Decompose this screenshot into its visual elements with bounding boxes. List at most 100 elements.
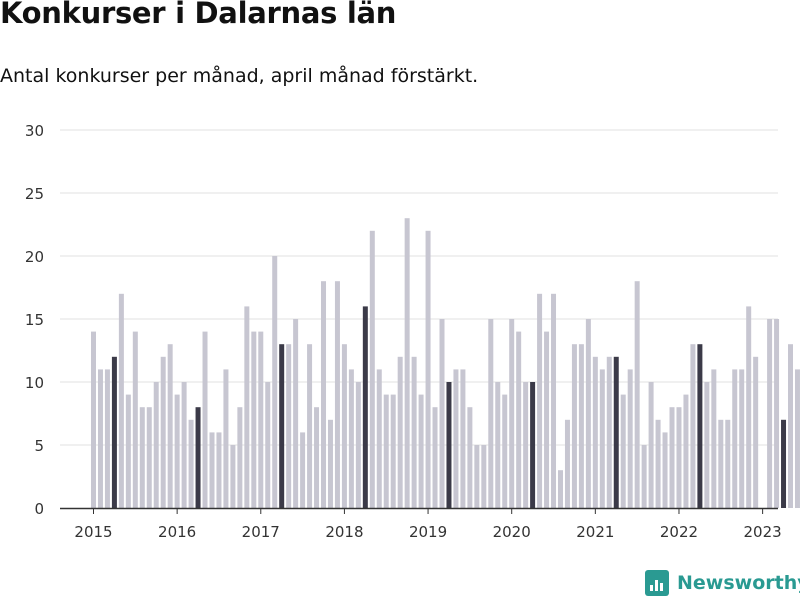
bar <box>355 382 361 508</box>
bar <box>739 369 745 508</box>
bar <box>620 394 626 508</box>
bar <box>439 319 445 508</box>
bar <box>530 382 536 508</box>
bar <box>509 319 515 508</box>
y-tick-label: 0 <box>34 500 44 518</box>
bar <box>307 344 313 508</box>
bar <box>181 382 187 508</box>
bar <box>397 356 403 508</box>
bar <box>132 331 138 508</box>
bar <box>753 356 759 508</box>
bar <box>641 445 647 508</box>
bar <box>383 394 389 508</box>
bar <box>502 394 508 508</box>
bar <box>153 382 159 508</box>
bar <box>655 419 661 508</box>
bar <box>467 407 473 508</box>
bar <box>418 394 424 508</box>
bar <box>300 432 306 508</box>
bar <box>592 356 598 508</box>
bar <box>564 419 570 508</box>
bar <box>321 281 327 508</box>
bar <box>781 419 787 508</box>
bar <box>767 319 773 508</box>
bar <box>683 394 689 508</box>
bar <box>432 407 438 508</box>
bar <box>537 293 543 508</box>
bar <box>334 281 340 508</box>
y-tick-label: 5 <box>34 437 44 455</box>
bar <box>662 432 668 508</box>
bar <box>411 356 417 508</box>
bar <box>725 419 731 508</box>
x-tick-label: 2016 <box>158 523 196 541</box>
bar <box>341 344 347 508</box>
bar <box>551 293 557 508</box>
bar <box>111 356 117 508</box>
newsworthy-logo: Newsworthy <box>645 570 800 596</box>
bar <box>237 407 243 508</box>
bar <box>125 394 131 508</box>
bar <box>327 419 333 508</box>
bar <box>697 344 703 508</box>
x-tick-label: 2019 <box>409 523 447 541</box>
bar <box>279 344 285 508</box>
bar <box>774 319 780 508</box>
x-tick-label: 2015 <box>74 523 112 541</box>
chart-subtitle: Antal konkurser per månad, april månad f… <box>0 65 479 87</box>
bar <box>481 445 487 508</box>
bar <box>446 382 452 508</box>
brand-name: Newsworthy <box>677 572 800 594</box>
x-tick-label: 2023 <box>744 523 782 541</box>
bar <box>613 356 619 508</box>
bar <box>690 344 696 508</box>
bar <box>571 344 577 508</box>
bar <box>578 344 584 508</box>
bar <box>244 306 250 508</box>
y-tick-label: 30 <box>25 122 44 140</box>
bar <box>118 293 124 508</box>
bar <box>91 331 96 508</box>
bar <box>216 432 222 508</box>
bar <box>362 306 368 508</box>
bar <box>794 369 800 508</box>
bar <box>369 230 375 509</box>
y-tick-label: 20 <box>25 248 44 266</box>
bar <box>314 407 320 508</box>
y-tick-label: 25 <box>25 185 44 203</box>
bar <box>265 382 271 508</box>
bar <box>648 382 654 508</box>
bar <box>732 369 738 508</box>
bar <box>404 218 410 508</box>
bar <box>704 382 710 508</box>
x-tick-label: 2020 <box>493 523 531 541</box>
bar <box>474 445 480 508</box>
bar <box>104 369 110 508</box>
bar <box>286 344 292 508</box>
bar <box>488 319 494 508</box>
bar <box>711 369 717 508</box>
bar <box>788 344 793 508</box>
bar <box>258 331 264 508</box>
bar <box>97 369 103 508</box>
bar <box>495 382 501 508</box>
bar <box>557 470 563 508</box>
bar <box>516 331 522 508</box>
x-tick-label: 2021 <box>576 523 614 541</box>
y-tick-label: 10 <box>25 374 44 392</box>
bar <box>676 407 682 508</box>
bar <box>669 407 675 508</box>
bar <box>202 331 208 508</box>
bar <box>523 382 529 508</box>
bar <box>188 419 194 508</box>
bar <box>634 281 640 508</box>
bar <box>376 369 382 508</box>
bar <box>272 256 278 508</box>
bar <box>627 369 633 508</box>
y-tick-label: 15 <box>25 311 44 329</box>
bar <box>293 319 299 508</box>
bar <box>453 369 459 508</box>
bar <box>209 432 215 508</box>
bar <box>195 407 201 508</box>
